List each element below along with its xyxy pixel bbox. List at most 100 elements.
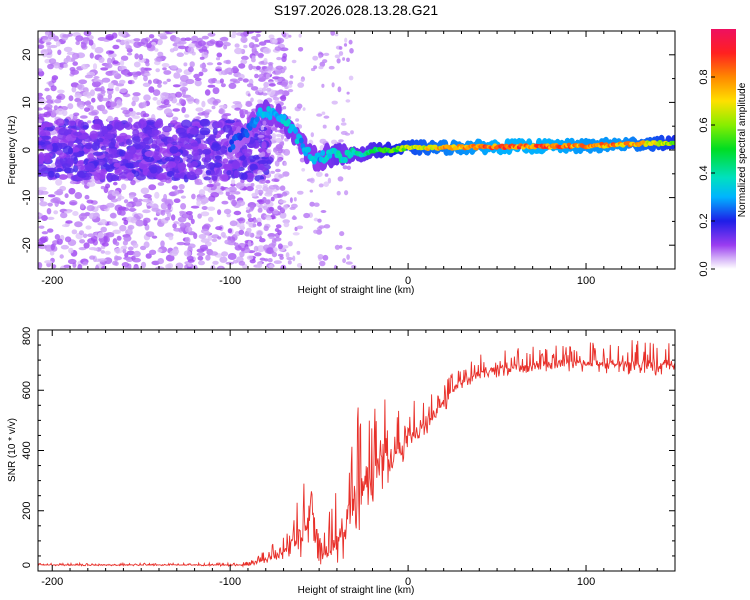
heatmap-noise-cell [118, 31, 127, 37]
heatmap-noise-cell [233, 210, 242, 216]
heatmap-noise-cell [296, 103, 303, 109]
heatmap-noise-cell [351, 264, 357, 269]
heatmap-noise-cell [188, 66, 194, 73]
heatmap-noise-cell [146, 205, 151, 209]
heatmap-noise-cell [231, 179, 236, 185]
heatmap-noise-cell [171, 185, 178, 190]
heatmap-noise-cell [65, 220, 73, 224]
heatmap-band-cell [58, 127, 69, 136]
heatmap-band-cell [129, 145, 136, 155]
heatmap-noise-cell [179, 222, 186, 228]
heatmap-band-cell [77, 164, 85, 171]
heatmap-noise-cell [168, 191, 176, 197]
heatmap-noise-cell [319, 260, 326, 267]
heatmap-noise-cell [228, 186, 237, 193]
heatmap-noise-cell [97, 105, 102, 111]
heatmap-noise-cell [101, 77, 111, 83]
heatmap-noise-cell [38, 189, 44, 196]
heatmap-noise-cell [207, 234, 213, 241]
heatmap-noise-cell [220, 83, 226, 88]
heatmap-noise-cell [245, 101, 252, 107]
heatmap-noise-cell [328, 65, 335, 70]
heatmap-noise-cell [132, 242, 139, 249]
heatmap-band-cell [162, 125, 172, 133]
heatmap-noise-cell [258, 205, 265, 209]
heatmap-noise-cell [348, 39, 353, 45]
heatmap-noise-cell [82, 233, 88, 239]
heatmap-noise-cell [64, 236, 72, 243]
heatmap-noise-cell [120, 245, 128, 250]
heatmap-noise-cell [173, 198, 181, 203]
colorbar-tick-label: 0.0 [698, 261, 710, 276]
heatmap-noise-cell [270, 196, 275, 202]
heatmap-noise-cell [255, 184, 263, 190]
heatmap-band-cell [125, 138, 133, 146]
heatmap-noise-cell [259, 238, 266, 243]
heatmap-noise-cell [47, 228, 54, 233]
heatmap-noise-cell [186, 266, 192, 269]
heatmap-noise-cell [316, 113, 323, 117]
heatmap-noise-cell [44, 260, 53, 264]
heatmap-noise-cell [89, 255, 96, 260]
heatmap-noise-cell [73, 112, 80, 117]
heatmap-noise-cell [225, 190, 230, 197]
heatmap-noise-cell [165, 254, 175, 262]
heatmap-noise-cell [289, 197, 293, 204]
heatmap-noise-cell [254, 252, 262, 257]
heatmap-noise-cell [122, 109, 130, 115]
heatmap-noise-cell [120, 107, 128, 111]
heatmap-noise-cell [101, 242, 109, 247]
heatmap-noise-cell [168, 95, 174, 102]
heatmap-noise-cell [121, 262, 130, 268]
heatmap-noise-cell [199, 56, 205, 60]
heatmap-noise-cell [197, 112, 205, 116]
heatmap-band-cell [107, 158, 113, 165]
heatmap-noise-cell [288, 89, 294, 93]
heatmap-noise-cell [133, 213, 139, 219]
heatmap-band-cell [93, 173, 101, 181]
heatmap-noise-cell [251, 36, 258, 40]
heatmap-noise-cell [90, 89, 95, 97]
heatmap-noise-cell [313, 217, 319, 222]
heatmap-noise-cell [138, 53, 144, 61]
heatmap-noise-cell [108, 50, 115, 54]
heatmap-noise-cell [78, 213, 88, 220]
heatmap-noise-cell [257, 99, 263, 104]
heatmap-noise-cell [169, 48, 175, 53]
heatmap-noise-cell [323, 181, 330, 187]
heatmap-noise-cell [132, 95, 140, 103]
heatmap-noise-cell [259, 257, 266, 261]
heatmap-noise-cell [133, 41, 142, 48]
heatmap-noise-cell [330, 31, 336, 36]
heatmap-noise-cell [112, 44, 120, 50]
heatmap-noise-cell [187, 261, 192, 267]
heatmap-noise-cell [265, 87, 272, 92]
heatmap-noise-cell [277, 253, 284, 257]
heatmap-noise-cell [338, 46, 343, 50]
heatmap-noise-cell [252, 223, 257, 228]
heatmap-noise-cell [110, 212, 117, 219]
heatmap-noise-cell [234, 245, 242, 251]
heatmap-band-cell [136, 155, 144, 161]
heatmap-noise-cell [246, 227, 252, 233]
heatmap-noise-cell [84, 31, 90, 35]
heatmap-noise-cell [340, 130, 348, 135]
heatmap-noise-cell [309, 201, 315, 207]
heatmap-noise-cell [207, 32, 216, 37]
heatmap-noise-cell [39, 197, 44, 203]
heatmap-noise-cell [289, 75, 294, 79]
heatmap-noise-cell [350, 130, 354, 135]
heatmap-noise-cell [206, 183, 214, 188]
heatmap-noise-cell [270, 170, 275, 174]
heatmap-noise-cell [86, 199, 94, 204]
heatmap-noise-cell [274, 228, 280, 232]
heatmap-band-cell [92, 151, 104, 156]
heatmap-noise-cell [114, 255, 119, 262]
heatmap-noise-cell [324, 173, 329, 177]
heatmap-noise-cell [132, 115, 141, 119]
colorbar-tick-label: 0.8 [698, 69, 710, 84]
heatmap-noise-cell [234, 191, 241, 195]
heatmap-noise-cell [183, 250, 192, 257]
heatmap-noise-cell [292, 232, 300, 236]
heatmap-noise-cell [292, 255, 296, 262]
